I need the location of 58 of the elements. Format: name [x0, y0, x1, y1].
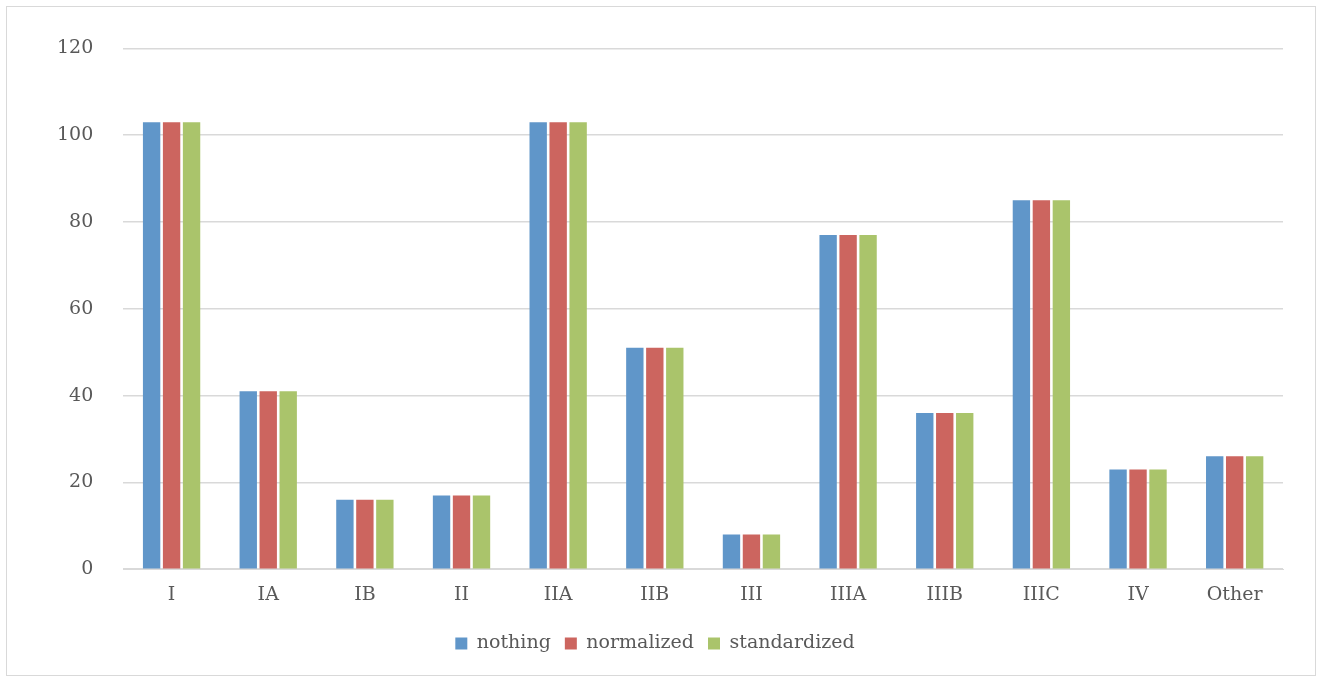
bar [1149, 469, 1167, 569]
bar [646, 347, 664, 569]
bar [1109, 469, 1127, 569]
bar [182, 122, 201, 569]
bar [259, 391, 277, 569]
y-tick-label: 100 [57, 122, 94, 145]
bar [936, 412, 954, 569]
legend-label: nothing [476, 630, 551, 653]
x-tick-label: IIB [640, 581, 670, 604]
y-tick-label: 60 [69, 295, 94, 318]
bar [1012, 200, 1031, 569]
y-tick-label: 40 [69, 382, 94, 405]
x-tick-label: Other [1206, 581, 1264, 604]
bar [859, 235, 877, 569]
bar [356, 499, 374, 569]
bar [1225, 456, 1244, 569]
bar [549, 122, 567, 569]
x-tick-label: IIIB [926, 581, 963, 604]
x-tick-label: IV [1127, 581, 1149, 604]
bar [569, 122, 587, 569]
bar [742, 534, 761, 569]
bar [1206, 456, 1224, 569]
x-tick-label: IA [257, 581, 280, 604]
bar [162, 122, 181, 569]
bar [956, 412, 974, 569]
y-tick-label: 120 [57, 35, 94, 58]
x-tick-label: I [167, 581, 176, 604]
x-tick-label: IIA [543, 581, 573, 604]
bar [336, 499, 354, 569]
x-tick-label: III [740, 581, 763, 604]
bar [1032, 200, 1051, 569]
bar [666, 347, 684, 569]
x-tick-label: IIIA [829, 581, 867, 604]
bar [239, 391, 257, 569]
bar [916, 412, 934, 569]
bar [722, 534, 741, 569]
bar [452, 495, 471, 569]
bar [762, 534, 781, 569]
legend-label: standardized [729, 630, 855, 653]
bar [1129, 469, 1147, 569]
bar [472, 495, 491, 569]
y-tick-label: 80 [69, 208, 94, 231]
bar [279, 391, 297, 569]
y-tick-label: 0 [81, 556, 94, 579]
x-tick-label: IB [354, 581, 376, 604]
x-tick-label: IIIC [1022, 581, 1060, 604]
bar [142, 122, 161, 569]
bar [626, 347, 644, 569]
bar [376, 499, 394, 569]
legend-label: normalized [586, 630, 695, 653]
bar [1052, 200, 1071, 569]
bar [529, 122, 547, 569]
y-tick-label: 20 [69, 469, 94, 492]
bar [839, 235, 857, 569]
bar [1245, 456, 1264, 569]
bar [432, 495, 451, 569]
bar [819, 235, 837, 569]
x-tick-label: II [454, 581, 470, 604]
